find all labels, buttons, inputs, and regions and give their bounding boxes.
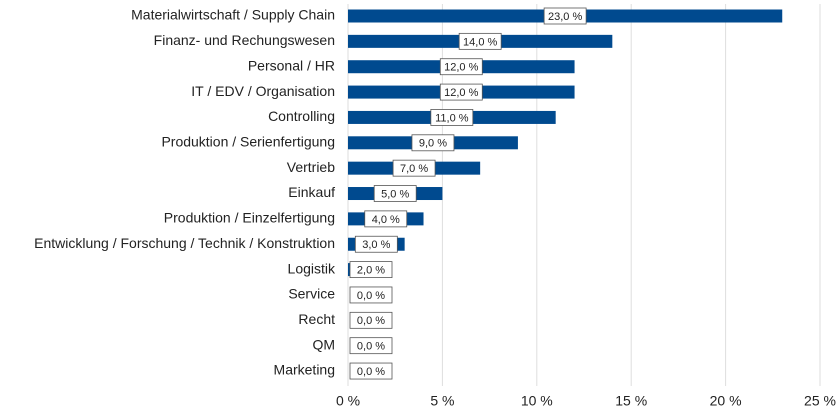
y-tick-label: Einkauf <box>288 184 335 200</box>
data-label-box <box>430 109 474 126</box>
data-label: 0,0 % <box>357 290 385 302</box>
x-tick-label: 10 % <box>521 393 553 409</box>
data-label-box <box>392 159 436 177</box>
y-tick-label: IT / EDV / Organisation <box>191 83 335 99</box>
data-label: 0,0 % <box>357 315 385 327</box>
data-label-box <box>373 185 417 202</box>
data-label-box <box>458 32 502 50</box>
y-tick-label: Logistik <box>288 260 336 276</box>
data-label-box <box>349 337 393 355</box>
y-tick-label: Produktion / Serienfertigung <box>161 134 335 150</box>
data-label: 0,0 % <box>357 366 385 378</box>
y-tick-label: Entwicklung / Forschung / Technik / Kons… <box>34 235 335 251</box>
data-label: 11,0 % <box>435 112 469 124</box>
y-tick-label: Personal / HR <box>248 57 335 73</box>
y-tick-label: Marketing <box>274 362 335 378</box>
data-label: 0,0 % <box>357 341 385 353</box>
data-label: 9,0 % <box>419 138 447 150</box>
data-label-box <box>364 210 408 228</box>
y-tick-label: Vertrieb <box>287 159 335 175</box>
y-tick-label: Controlling <box>268 108 335 124</box>
y-tick-label: QM <box>312 336 335 352</box>
x-tick-label: 0 % <box>336 393 360 409</box>
data-label-box <box>349 362 393 380</box>
y-tick-label: Service <box>288 286 335 302</box>
data-label: 23,0 % <box>548 11 582 23</box>
data-label: 12,0 % <box>444 62 478 74</box>
x-tick-label: 25 % <box>804 393 836 409</box>
x-tick-label: 5 % <box>430 393 454 409</box>
data-label-box <box>543 7 587 25</box>
data-label-box <box>439 83 483 101</box>
x-tick-label: 15 % <box>615 393 647 409</box>
data-label: 14,0 % <box>463 36 497 48</box>
data-label-box <box>349 311 393 329</box>
data-label-box <box>349 261 393 279</box>
data-label: 3,0 % <box>362 239 390 251</box>
y-tick-label: Recht <box>298 311 335 327</box>
y-tick-label: Finanz- und Rechungswesen <box>154 32 335 48</box>
y-tick-label: Produktion / Einzelfertigung <box>164 210 335 226</box>
data-label-box <box>411 134 455 152</box>
data-label-box <box>349 286 393 304</box>
data-label: 4,0 % <box>372 214 400 226</box>
data-label-box <box>354 235 398 253</box>
data-label-box <box>439 58 483 76</box>
x-tick-label: 20 % <box>710 393 742 409</box>
data-label: 12,0 % <box>444 87 478 99</box>
data-label: 5,0 % <box>381 188 409 200</box>
y-tick-label: Materialwirtschaft / Supply Chain <box>131 7 335 23</box>
data-label: 7,0 % <box>400 163 428 175</box>
data-label: 2,0 % <box>357 265 385 277</box>
